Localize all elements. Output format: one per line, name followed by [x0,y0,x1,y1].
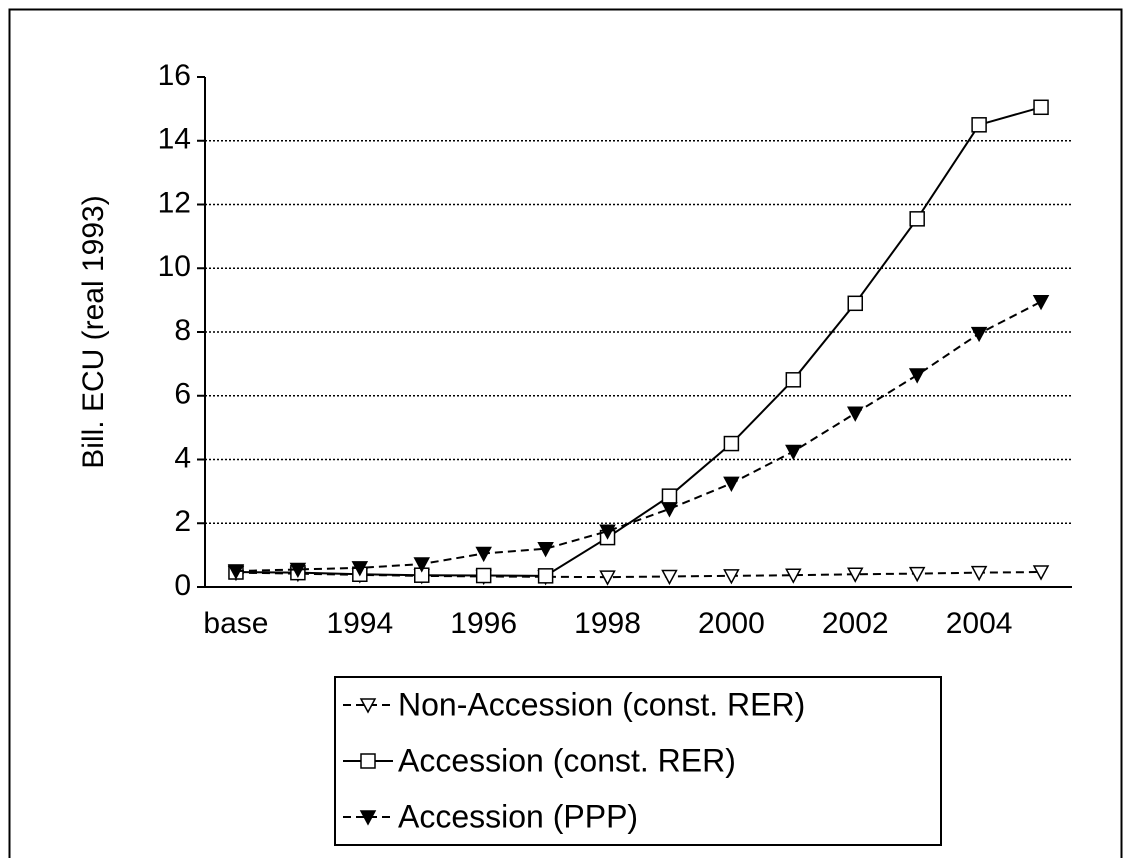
series-marker [908,368,926,384]
x-tick-label: 1996 [450,607,517,640]
series-marker [413,557,431,573]
x-tick-label: 2004 [946,607,1013,640]
series-marker [475,546,492,563]
series-marker [661,569,678,586]
series-marker [723,476,740,492]
x-tick-label: base [203,607,268,640]
series-marker [723,435,740,452]
series-marker [846,567,864,583]
y-tick-label: 0 [174,569,191,602]
legend-label: Non-Accession (const. RER) [398,686,805,722]
series-marker [537,568,554,584]
series-marker [847,295,863,312]
series-marker [1033,99,1049,116]
series-marker [785,444,802,461]
series-marker [351,561,369,577]
series-marker [723,569,740,585]
series-marker [785,568,802,584]
series-line [235,106,1042,577]
series-marker [971,117,987,133]
series-marker [475,567,492,584]
legend-label: Accession (PPP) [398,798,638,834]
series-marker [846,406,864,422]
series-marker [599,524,616,540]
y-tick-label: 16 [158,59,191,92]
frame [8,8,1123,858]
series-marker [661,502,678,518]
x-tick-label: 1994 [326,607,393,640]
legend-marker [360,753,376,769]
x-tick-label: 2000 [698,607,765,640]
series-marker [289,562,307,579]
y-tick-label: 6 [174,378,191,411]
x-tick-label: 2002 [822,607,889,640]
series-marker [785,372,802,388]
series-marker [537,542,554,558]
series-line [235,300,1042,573]
series-marker [1032,565,1050,581]
series-marker [908,566,926,583]
series-marker [970,326,988,343]
y-tick-label: 8 [174,314,191,347]
legend-label: Accession (const. RER) [398,742,736,778]
y-tick-label: 4 [174,441,191,474]
legend-marker [359,698,377,714]
y-tick-label: 14 [158,123,191,156]
series-marker [970,565,988,582]
series-marker [661,488,678,504]
series-marker [227,564,245,580]
y-tick-label: 12 [158,186,191,219]
legend-box [334,676,942,846]
x-tick-label: 1998 [574,607,641,640]
y-tick-label: 10 [158,250,191,283]
y-axis-label: Bill. ECU (real 1993) [77,195,110,468]
legend-marker [359,810,377,826]
series-marker [909,211,925,227]
series-marker [599,570,616,586]
y-tick-label: 2 [174,505,191,538]
series-marker [1032,294,1050,311]
